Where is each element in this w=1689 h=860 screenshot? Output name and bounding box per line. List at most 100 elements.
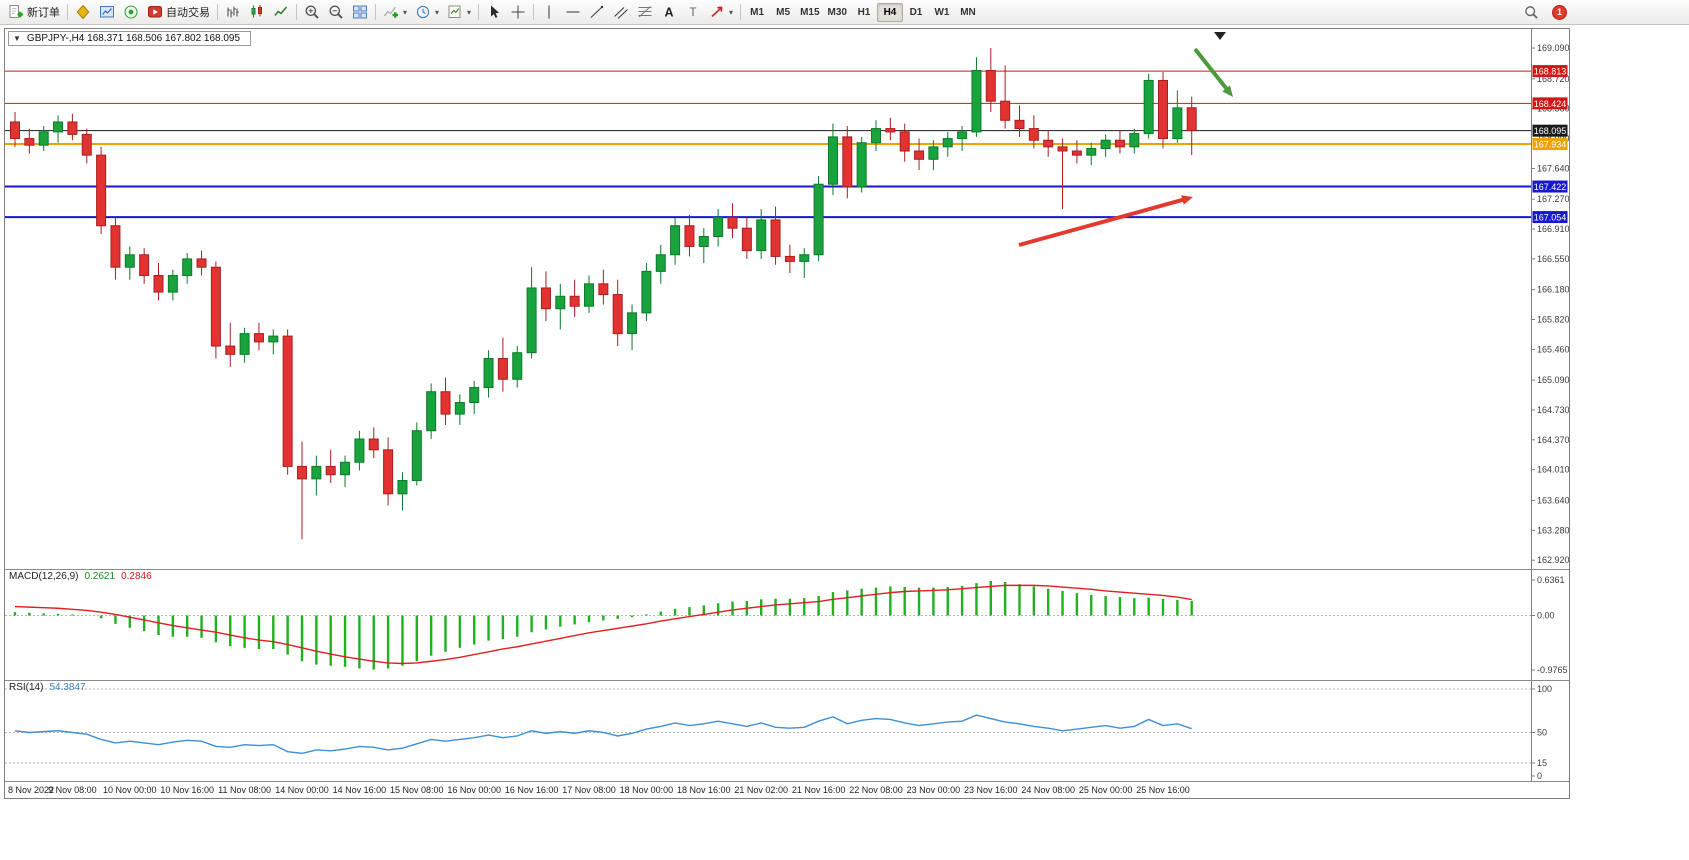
svg-text:0.00: 0.00 xyxy=(1537,611,1555,621)
toolbar-separator xyxy=(533,4,535,20)
macd-label: MACD(12,26,9) 0.2621 0.2846 xyxy=(9,571,152,582)
zoom-out-icon xyxy=(329,5,343,19)
time-axis-label: 10 Nov 16:00 xyxy=(160,785,214,795)
vertical-line-button[interactable] xyxy=(537,2,561,23)
charts-bar-button[interactable] xyxy=(95,2,119,23)
svg-text:0: 0 xyxy=(1537,771,1542,781)
templates-button[interactable]: ▾ xyxy=(443,2,475,23)
rsi-canvas[interactable]: 100 50 15 0 xyxy=(5,681,1569,781)
macd-canvas[interactable]: 0.6361 0.00 -0.9765 xyxy=(5,570,1569,680)
time-axis: 8 Nov 2022 9 Nov 08:00 10 Nov 00:00 10 Nov … xyxy=(5,782,1569,798)
timeframe-m15[interactable]: M15 xyxy=(796,3,823,22)
time-axis-label: 10 Nov 00:00 xyxy=(103,785,157,795)
candles xyxy=(10,48,1197,540)
timeframe-h4[interactable]: H4 xyxy=(876,2,903,22)
rsi-panel: 100 50 15 0 RSI(14) 54.3847 xyxy=(5,681,1569,781)
new-order-button[interactable]: 新订单 xyxy=(4,2,64,23)
profiles-button[interactable] xyxy=(71,2,95,23)
clock-icon xyxy=(416,5,430,19)
candlestick-chart-button[interactable] xyxy=(245,2,269,23)
price-badge xyxy=(1532,124,1568,137)
channel-icon xyxy=(614,7,628,19)
macd-histogram xyxy=(13,580,1193,670)
green-arrow-icon[interactable] xyxy=(1222,85,1233,97)
text-button[interactable]: A xyxy=(657,2,681,23)
price-badge xyxy=(1532,180,1568,193)
zoom-in-icon xyxy=(305,5,319,19)
autotrading-button-label: 自动交易 xyxy=(166,7,210,19)
svg-text:100: 100 xyxy=(1537,684,1552,694)
svg-text:A: A xyxy=(665,6,674,20)
price-badge xyxy=(1532,138,1568,151)
time-axis-label: 23 Nov 16:00 xyxy=(964,785,1018,795)
doc-new-icon xyxy=(9,5,23,18)
signals-button[interactable] xyxy=(119,2,143,23)
profiles-icon xyxy=(76,4,90,20)
cursor-button[interactable] xyxy=(482,2,506,23)
toolbar-separator xyxy=(478,4,480,20)
channel-button[interactable] xyxy=(609,2,633,23)
svg-text:T: T xyxy=(690,7,697,19)
timeframe-d1[interactable]: D1 xyxy=(903,3,929,22)
svg-text:167.054: 167.054 xyxy=(1534,213,1567,223)
svg-text:167.422: 167.422 xyxy=(1534,182,1567,192)
symbol-dropdown-icon[interactable]: ▼ xyxy=(13,34,21,43)
timeframe-m5[interactable]: M5 xyxy=(770,3,796,22)
indicators-button[interactable]: ▾ xyxy=(379,2,411,23)
red-arrow-icon[interactable] xyxy=(1181,195,1193,205)
search-icon xyxy=(1525,5,1538,19)
macd-title: MACD(12,26,9) xyxy=(9,571,79,582)
time-axis-label: 16 Nov 16:00 xyxy=(504,785,559,795)
panel-divider[interactable] xyxy=(5,781,1569,782)
signal-icon xyxy=(124,5,138,19)
time-axis-label: 25 Nov 00:00 xyxy=(1078,785,1133,795)
text-label-button[interactable]: T xyxy=(681,2,705,23)
time-axis-label: 21 Nov 16:00 xyxy=(791,785,846,795)
svg-text:163.280: 163.280 xyxy=(1537,525,1569,535)
price-panel: 169.090168.720168.360168.000167.640167.2… xyxy=(5,29,1569,569)
search-button[interactable] xyxy=(1520,2,1543,23)
notifications-badge[interactable]: 1 xyxy=(1552,4,1567,20)
bar-chart-button[interactable] xyxy=(221,2,245,23)
periods-button[interactable]: ▾ xyxy=(411,2,443,23)
trendline-button[interactable] xyxy=(585,2,609,23)
svg-text:166.180: 166.180 xyxy=(1537,285,1569,295)
svg-text:164.730: 164.730 xyxy=(1537,405,1569,415)
panel-divider[interactable] xyxy=(5,680,1569,681)
svg-text:167.640: 167.640 xyxy=(1537,163,1569,173)
panel-divider[interactable] xyxy=(5,569,1569,570)
timeframe-m30[interactable]: M30 xyxy=(824,3,851,22)
toolbar-separator xyxy=(296,4,297,20)
autotrading-button[interactable]: 自动交易 xyxy=(143,2,214,23)
horizontal-line-button[interactable] xyxy=(561,2,585,23)
timeframe-w1[interactable]: W1 xyxy=(929,3,955,22)
macd-panel: 0.6361 0.00 -0.9765 MACD(12,26,9) 0.2621 0… xyxy=(5,570,1569,680)
svg-text:168.095: 168.095 xyxy=(1534,126,1567,136)
line-chart-button[interactable] xyxy=(269,2,293,23)
price-badges: 168.813 168.424 168.095 167.934 167.422 167.0… xyxy=(1532,65,1568,224)
timeframe-h1[interactable]: H1 xyxy=(851,3,877,22)
macd-signal-line xyxy=(14,584,1192,665)
arrows-button[interactable]: ▾ xyxy=(705,2,737,23)
svg-text:168.424: 168.424 xyxy=(1534,99,1567,109)
rsi-label: RSI(14) 54.3847 xyxy=(9,682,86,693)
timeframe-mn[interactable]: MN xyxy=(955,3,981,22)
bars-icon xyxy=(227,6,239,18)
fibonacci-button[interactable] xyxy=(633,2,657,23)
svg-text:164.370: 164.370 xyxy=(1537,435,1569,445)
zoom-out-button[interactable] xyxy=(324,2,348,23)
svg-text:168.813: 168.813 xyxy=(1534,67,1567,77)
cursor-icon xyxy=(491,5,500,18)
svg-text:166.910: 166.910 xyxy=(1537,224,1569,234)
svg-text:0.6361: 0.6361 xyxy=(1537,575,1565,585)
zoom-in-button[interactable] xyxy=(300,2,324,23)
chart-shift-marker-icon[interactable] xyxy=(1214,32,1226,40)
timeframe-m1[interactable]: M1 xyxy=(744,3,770,22)
crosshair-button[interactable] xyxy=(506,2,530,23)
tile-windows-button[interactable] xyxy=(348,2,372,23)
fibo-icon xyxy=(638,6,652,18)
price-chart-canvas[interactable]: 169.090168.720168.360168.000167.640167.2… xyxy=(5,29,1569,569)
toolbar-separator xyxy=(375,4,376,20)
time-axis-label: 22 Nov 08:00 xyxy=(849,785,903,795)
new-order-button-label: 新订单 xyxy=(27,7,60,19)
